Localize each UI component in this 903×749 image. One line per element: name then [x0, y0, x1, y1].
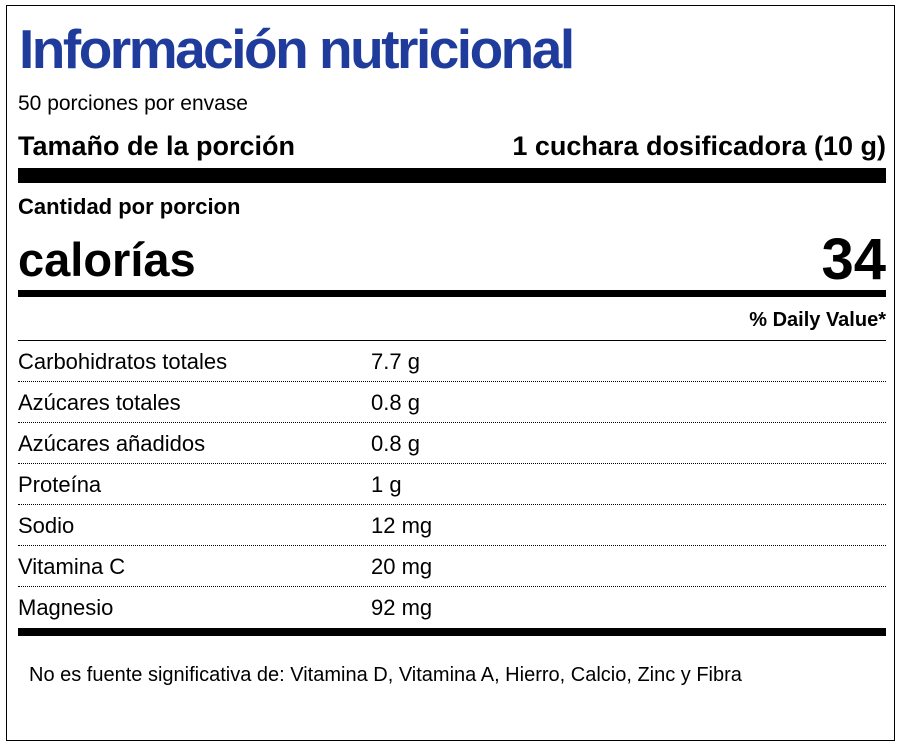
nutrient-name: Carbohidratos totales	[18, 349, 228, 374]
nutrient-name: Azúcares añadidos	[18, 431, 206, 456]
nutrient-amount: 12 mg	[371, 513, 433, 538]
nutrient-amount: 1 g	[371, 472, 402, 497]
daily-value-header: % Daily Value*	[749, 309, 886, 331]
nutrient-row: Carbohidratos totales 7.7 g	[18, 341, 886, 382]
nutrient-list: Carbohidratos totales 7.7 g Azúcares tot…	[18, 341, 886, 628]
nutrient-name: Magnesio	[18, 595, 114, 620]
calories-label: calorías	[18, 232, 196, 286]
nutrient-name: Proteína	[18, 472, 102, 497]
bottom-divider	[18, 628, 886, 636]
nutrient-row: Magnesio 92 mg	[18, 587, 886, 628]
amount-per-serving: Cantidad por porcion	[18, 194, 241, 219]
nutrient-amount: 20 mg	[371, 554, 433, 579]
medium-divider	[18, 290, 886, 297]
thin-divider	[18, 340, 886, 341]
calories-row: calorías 34	[18, 226, 886, 292]
label-title: Información nutricional	[19, 18, 575, 80]
nutrient-row: Vitamina C 20 mg	[18, 546, 886, 587]
nutrient-row: Azúcares añadidos 0.8 g	[18, 423, 886, 464]
nutrient-row: Azúcares totales 0.8 g	[18, 382, 886, 423]
serving-size-row: Tamaño de la porción 1 cuchara dosificad…	[18, 126, 886, 166]
serving-size-label: Tamaño de la porción	[18, 130, 296, 161]
footnote: No es fuente significativa de: Vitamina …	[29, 664, 742, 686]
nutrient-row: Sodio 12 mg	[18, 505, 886, 546]
nutrient-amount: 0.8 g	[371, 390, 420, 415]
nutrient-name: Azúcares totales	[18, 390, 181, 415]
nutrient-amount: 92 mg	[371, 595, 433, 620]
nutrition-facts-panel: Información nutricional 50 porciones por…	[6, 5, 895, 741]
nutrient-row: Proteína 1 g	[18, 464, 886, 505]
calories-value: 34	[821, 226, 886, 292]
serving-size-value: 1 cuchara dosificadora (10 g)	[512, 130, 886, 161]
thick-divider-top	[18, 168, 886, 183]
nutrient-name: Vitamina C	[18, 554, 126, 579]
nutrient-amount: 0.8 g	[371, 431, 420, 456]
nutrient-amount: 7.7 g	[371, 349, 420, 374]
nutrient-name: Sodio	[18, 513, 75, 538]
servings-per-container: 50 porciones por envase	[18, 92, 248, 115]
